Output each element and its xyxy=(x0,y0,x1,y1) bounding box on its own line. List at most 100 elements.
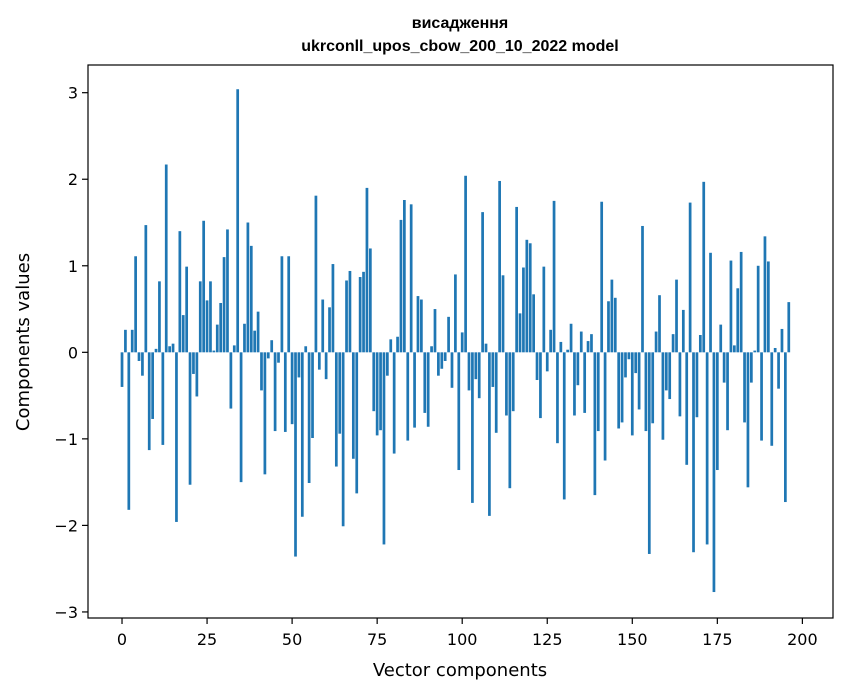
bar xyxy=(664,352,668,391)
bar xyxy=(637,352,641,410)
chart-title-line-2: ukrconll_upos_cbow_200_10_2022 model xyxy=(301,38,618,55)
bar xyxy=(607,301,610,353)
bar xyxy=(460,332,464,353)
bar xyxy=(205,300,209,353)
bar xyxy=(705,352,709,545)
bar xyxy=(777,352,780,389)
bar xyxy=(603,352,607,461)
bar xyxy=(351,352,355,459)
bar xyxy=(780,328,784,353)
bar xyxy=(433,309,437,353)
bar xyxy=(307,352,311,483)
bar xyxy=(753,350,757,353)
bar xyxy=(535,352,539,381)
bar xyxy=(345,280,348,353)
bar xyxy=(426,352,430,427)
bar xyxy=(579,331,583,353)
bar xyxy=(161,352,165,445)
bar xyxy=(185,266,189,353)
bar xyxy=(277,352,280,363)
bar xyxy=(382,352,386,545)
x-tick-label: 25 xyxy=(197,630,217,649)
bar xyxy=(423,352,427,413)
bar xyxy=(746,352,750,488)
bar xyxy=(467,352,471,391)
bar xyxy=(593,352,597,496)
bar xyxy=(403,200,406,353)
bar xyxy=(600,201,604,353)
bar xyxy=(450,352,454,388)
bar xyxy=(617,352,621,429)
bar xyxy=(232,345,236,353)
bar xyxy=(249,245,253,353)
bar xyxy=(328,307,331,353)
bar xyxy=(488,352,491,516)
bar xyxy=(532,294,535,353)
bar xyxy=(137,352,141,361)
bar xyxy=(610,279,614,353)
bar xyxy=(624,352,627,378)
bar xyxy=(168,346,171,353)
bar xyxy=(236,89,240,353)
bar xyxy=(763,236,767,353)
bar xyxy=(287,256,291,353)
bar xyxy=(756,265,760,353)
bar xyxy=(341,352,345,527)
bar xyxy=(692,352,695,553)
bar xyxy=(685,352,689,465)
bar xyxy=(736,288,740,353)
x-tick-label: 50 xyxy=(282,630,302,649)
bar xyxy=(576,352,580,386)
bar xyxy=(481,212,484,353)
bar xyxy=(304,346,308,353)
bar xyxy=(212,350,216,353)
x-tick-label: 175 xyxy=(702,630,733,649)
bar xyxy=(760,352,763,441)
bar xyxy=(389,339,393,353)
bar xyxy=(362,271,365,353)
bar xyxy=(491,352,495,387)
bar xyxy=(141,352,144,376)
bar xyxy=(695,352,699,418)
bar xyxy=(477,352,481,399)
bar xyxy=(290,352,294,425)
y-tick-label: 2 xyxy=(68,170,78,189)
bar xyxy=(147,352,151,451)
bar xyxy=(498,180,501,353)
bar xyxy=(219,302,223,353)
bar xyxy=(644,352,648,432)
bar xyxy=(124,329,127,353)
bar xyxy=(283,352,287,432)
bar xyxy=(675,279,678,353)
bar xyxy=(440,352,444,369)
bar-series xyxy=(120,89,791,593)
bar xyxy=(767,261,770,353)
bar xyxy=(416,296,420,353)
bar xyxy=(338,352,342,434)
bar xyxy=(270,340,274,353)
y-tick-label: 1 xyxy=(68,257,78,276)
bar xyxy=(229,352,233,409)
bar xyxy=(518,313,522,353)
bar xyxy=(501,275,505,353)
bar xyxy=(549,329,553,353)
bar xyxy=(770,352,774,446)
bar xyxy=(171,343,175,353)
bar xyxy=(368,248,372,353)
bar xyxy=(300,352,304,517)
bar xyxy=(658,295,661,353)
bar xyxy=(243,323,246,353)
bar xyxy=(355,352,359,494)
bar xyxy=(246,222,250,353)
bar xyxy=(484,343,488,353)
y-tick-label: 0 xyxy=(68,343,78,362)
bar xyxy=(722,352,726,383)
bar xyxy=(447,316,450,353)
bar xyxy=(375,352,379,436)
bar xyxy=(750,352,753,383)
bar xyxy=(586,341,590,353)
y-tick-label: −2 xyxy=(54,516,78,535)
bar xyxy=(566,349,570,353)
